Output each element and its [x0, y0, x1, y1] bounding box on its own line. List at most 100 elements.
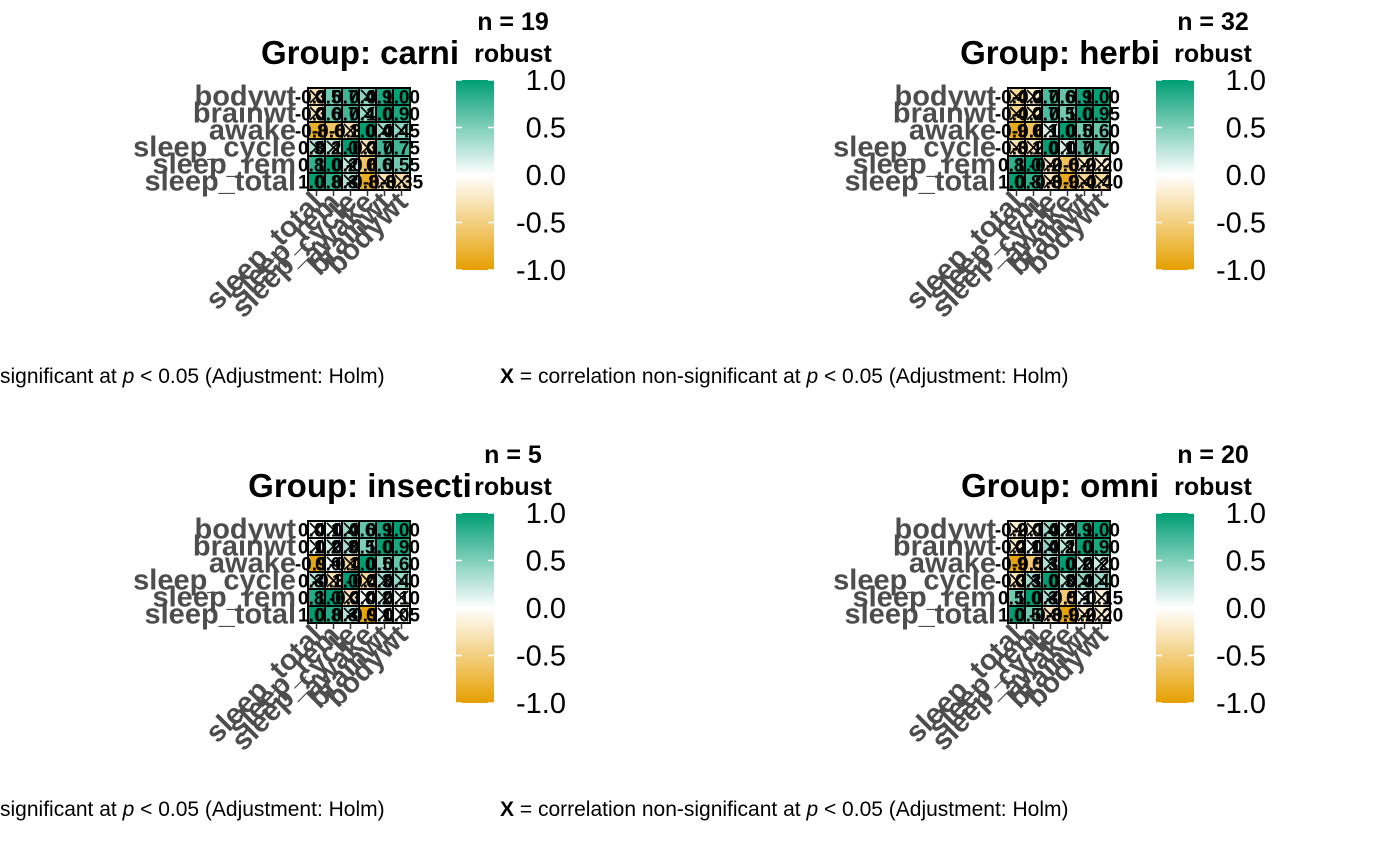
legend-tick-label: -0.5	[516, 641, 566, 673]
cross-stroke	[309, 522, 324, 537]
non-significant-cross	[1094, 607, 1109, 622]
heatmap-cells: -0.40-0.200.700.600.951.00-0.45-0.250.70…	[995, 87, 1123, 194]
non-significant-cross	[1043, 539, 1058, 554]
legend-colorbar	[456, 80, 494, 270]
caption-text: < 0.05 (Adjustment: Holm)	[818, 365, 1068, 388]
cross-stroke	[1043, 123, 1058, 138]
y-tick-label: bodywt	[195, 514, 297, 546]
non-significant-cross	[1043, 123, 1058, 138]
cell-value-label: 1.00	[1083, 88, 1120, 109]
y-tick-label: sleep_total	[145, 166, 297, 198]
significance-caption: significant at p < 0.05 (Adjustment: Hol…	[0, 365, 385, 388]
non-significant-cross	[377, 590, 392, 605]
cell-value-label: 0.90	[383, 105, 420, 126]
legend-tick-label: -1.0	[516, 688, 566, 720]
cross-stroke	[1094, 157, 1109, 172]
x-axis-labels: sleep_totalsleep_remsleep_cycleawakebrai…	[200, 619, 415, 757]
y-tick-label: bodywt	[195, 81, 297, 113]
non-significant-cross	[394, 174, 409, 189]
cell-value-label: 1.00	[1083, 521, 1120, 542]
y-tick-label: brainwt	[893, 98, 996, 130]
cross-stroke	[309, 140, 324, 155]
y-tick-label: sleep_cycle	[133, 132, 296, 164]
caption-p-symbol: p	[122, 798, 135, 821]
cross-stroke	[1077, 174, 1092, 189]
cell-value-label: 0.90	[1083, 538, 1120, 559]
sample-size-label: n = 19	[477, 8, 549, 36]
cross-stroke	[1094, 573, 1109, 588]
legend-tick-label: 0.5	[526, 113, 566, 145]
cross-stroke	[1009, 106, 1024, 121]
cross-stroke	[377, 590, 392, 605]
cell-value-label: 0.60	[1083, 122, 1120, 143]
caption-text: < 0.05 (Adjustment: Holm)	[134, 798, 384, 821]
non-significant-cross	[1043, 607, 1058, 622]
non-significant-cross	[1026, 573, 1041, 588]
cell-value-label: 0.95	[1083, 105, 1120, 126]
non-significant-cross	[1009, 140, 1024, 155]
cross-stroke	[1060, 522, 1075, 537]
non-significant-cross	[343, 556, 358, 571]
cell-value-label: -0.20	[1080, 606, 1123, 627]
y-axis-labels: bodywtbrainwtawakesleep_cyclesleep_remsl…	[833, 81, 996, 198]
non-significant-cross	[309, 106, 324, 121]
non-significant-cross	[1094, 157, 1109, 172]
significance-caption: X = correlation non-significant at p < 0…	[500, 798, 1068, 821]
cross-stroke	[1026, 539, 1041, 554]
non-significant-cross	[1026, 140, 1041, 155]
non-significant-cross	[1094, 174, 1109, 189]
cross-stroke	[326, 522, 341, 537]
cross-stroke	[360, 106, 375, 121]
cell-value-label: 0.10	[383, 589, 420, 610]
legend-tick-label: -1.0	[516, 255, 566, 287]
non-significant-cross	[1009, 522, 1024, 537]
y-tick-label: bodywt	[895, 514, 997, 546]
y-axis-labels: bodywtbrainwtawakesleep_cyclesleep_remsl…	[833, 514, 996, 631]
x-axis-labels: sleep_totalsleep_remsleep_cycleawakebrai…	[900, 619, 1115, 757]
cell-value-label: 0.45	[383, 122, 420, 143]
non-significant-cross	[309, 539, 324, 554]
non-significant-cross	[360, 106, 375, 121]
non-significant-cross	[1043, 522, 1058, 537]
legend-title: robust	[474, 40, 552, 68]
legend-tick-label: -0.5	[516, 208, 566, 240]
sample-size-label: n = 5	[484, 441, 542, 469]
non-significant-cross	[360, 89, 375, 104]
non-significant-cross	[343, 522, 358, 537]
cross-stroke	[343, 607, 358, 622]
non-significant-cross	[360, 573, 375, 588]
non-significant-cross	[1077, 157, 1092, 172]
cross-stroke	[1026, 140, 1041, 155]
caption-symbol: X	[500, 365, 514, 388]
cell-value-label: 0.20	[1083, 555, 1120, 576]
y-tick-label: sleep_rem	[853, 582, 997, 614]
y-tick-label: sleep_cycle	[133, 565, 296, 597]
cross-stroke	[1077, 157, 1092, 172]
cross-stroke	[1026, 89, 1041, 104]
cross-stroke	[1009, 89, 1024, 104]
cross-stroke	[1094, 174, 1109, 189]
cross-stroke	[326, 539, 341, 554]
caption-text: < 0.05 (Adjustment: Holm)	[818, 798, 1068, 821]
cross-stroke	[1026, 522, 1041, 537]
non-significant-cross	[394, 123, 409, 138]
non-significant-cross	[394, 573, 409, 588]
panel-title: Group: carni	[261, 34, 459, 71]
y-tick-label: awake	[909, 548, 996, 580]
cross-stroke	[1026, 573, 1041, 588]
cross-stroke	[326, 556, 341, 571]
non-significant-cross	[1094, 590, 1109, 605]
y-tick-label: sleep_cycle	[833, 565, 996, 597]
cross-stroke	[1043, 174, 1058, 189]
non-significant-cross	[1060, 539, 1075, 554]
legend-tick-label: 1.0	[526, 498, 566, 530]
legend-tick-label: 0.0	[526, 593, 566, 625]
cell-value-label: 0.75	[383, 139, 420, 160]
cross-stroke	[1043, 556, 1058, 571]
